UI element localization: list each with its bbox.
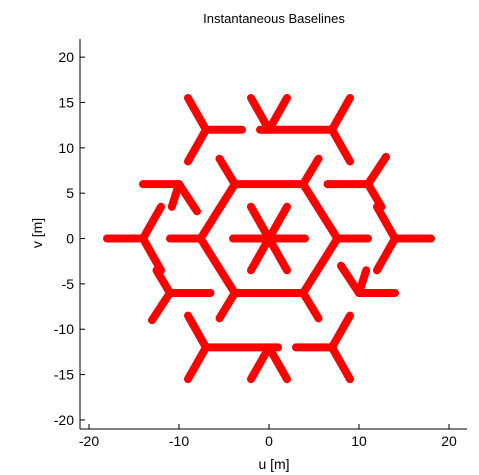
y-tick-label: 0 <box>66 231 74 247</box>
x-tick-label: -10 <box>169 433 189 449</box>
y-tick-label: -15 <box>54 367 74 383</box>
x-axis-label: u [m] <box>258 456 289 472</box>
y-tick-label: 10 <box>58 140 74 156</box>
baseline-segment <box>299 180 342 243</box>
baseline-segment <box>184 125 210 166</box>
data-layer <box>103 93 435 384</box>
baseline-segment <box>299 154 323 189</box>
baseline-segment <box>337 261 363 297</box>
y-tick-label: 5 <box>66 185 74 201</box>
x-ticks: -20 -10 0 10 20 <box>79 424 457 449</box>
baseline-segment <box>139 202 165 243</box>
baseline-segment <box>355 266 371 297</box>
x-tick-label: 0 <box>265 433 273 449</box>
baseline-segment <box>265 93 291 134</box>
x-tick-label: 20 <box>441 433 457 449</box>
x-tick-label: -20 <box>79 433 99 449</box>
y-tick-label: -5 <box>62 276 75 292</box>
baseline-segment <box>184 311 210 352</box>
baseline-segment <box>364 152 390 189</box>
y-tick-label: 15 <box>58 94 74 110</box>
baseline-segment <box>184 93 210 134</box>
baseline-segment <box>247 343 273 384</box>
baseline-segment <box>215 154 239 189</box>
y-tick-label: 20 <box>58 49 74 65</box>
y-axis-label: v [m] <box>29 218 45 248</box>
baseline-segment <box>152 266 174 297</box>
baseline-segment <box>328 311 354 352</box>
baseline-segment <box>215 288 239 323</box>
baseline-segment <box>328 125 354 166</box>
baseline-segment <box>247 93 273 134</box>
baseline-segment <box>299 234 342 297</box>
y-tick-label: -20 <box>54 412 74 428</box>
y-ticks: -20 -15 -10 -5 0 5 10 15 20 <box>54 49 85 428</box>
chart-title: Instantaneous Baselines <box>203 11 345 26</box>
baseline-segment <box>299 288 323 323</box>
plot-area: -20 -10 0 10 20 -20 -15 -10 -5 0 5 10 15 20 <box>54 39 467 449</box>
baseline-segment <box>148 288 174 325</box>
baseline-segment <box>364 180 386 211</box>
baseline-segment <box>167 180 183 211</box>
baseline-segment <box>196 180 239 243</box>
baseline-segment <box>373 234 399 275</box>
baseline-segment <box>328 343 354 384</box>
baseline-segment <box>139 234 165 275</box>
baseline-segment <box>175 180 201 216</box>
x-tick-label: 10 <box>351 433 367 449</box>
y-tick-label: -10 <box>54 321 74 337</box>
baseline-segment <box>196 234 239 297</box>
baseline-segment <box>328 93 354 134</box>
baseline-segment <box>184 343 210 384</box>
baseline-segment <box>373 202 399 243</box>
baseline-segment <box>265 343 291 384</box>
